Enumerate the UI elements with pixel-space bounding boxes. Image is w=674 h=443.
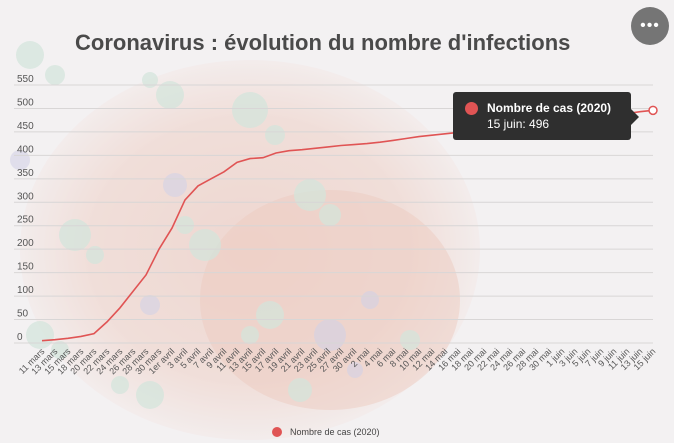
y-tick-label: 150	[17, 262, 34, 273]
more-horizontal-icon: •••	[640, 17, 660, 34]
data-point-highlighted[interactable]	[648, 105, 658, 116]
y-tick-label: 200	[17, 238, 34, 249]
legend-swatch	[272, 427, 282, 437]
y-tick-label: 100	[17, 285, 34, 296]
chart-menu-button[interactable]: •••	[631, 7, 669, 45]
y-tick-label: 300	[17, 191, 34, 202]
y-tick-label: 400	[17, 144, 34, 155]
chart-title: Coronavirus : évolution du nombre d'infe…	[75, 30, 571, 55]
y-tick-label: 450	[17, 121, 34, 132]
legend-label: Nombre de cas (2020)	[290, 427, 380, 437]
chart-tooltip: Nombre de cas (2020) 15 juin: 496	[453, 92, 639, 140]
tooltip-series-name: Nombre de cas (2020)	[487, 101, 612, 115]
y-tick-label: 500	[17, 97, 34, 108]
grid-lines	[14, 84, 653, 344]
tooltip-swatch	[465, 102, 478, 115]
tooltip-value: 15 juin: 496	[487, 117, 550, 131]
y-tick-label: 250	[17, 215, 34, 226]
chart-legend[interactable]: Nombre de cas (2020)	[272, 425, 380, 439]
y-tick-label: 350	[17, 168, 34, 179]
y-tick-label: 50	[17, 309, 29, 320]
y-axis-ticks: 0 50 100 150 200 250 300 350 400 450 500 550	[17, 74, 34, 343]
series-points	[648, 105, 658, 116]
y-tick-label: 550	[17, 74, 34, 85]
y-tick-label: 0	[17, 332, 23, 343]
